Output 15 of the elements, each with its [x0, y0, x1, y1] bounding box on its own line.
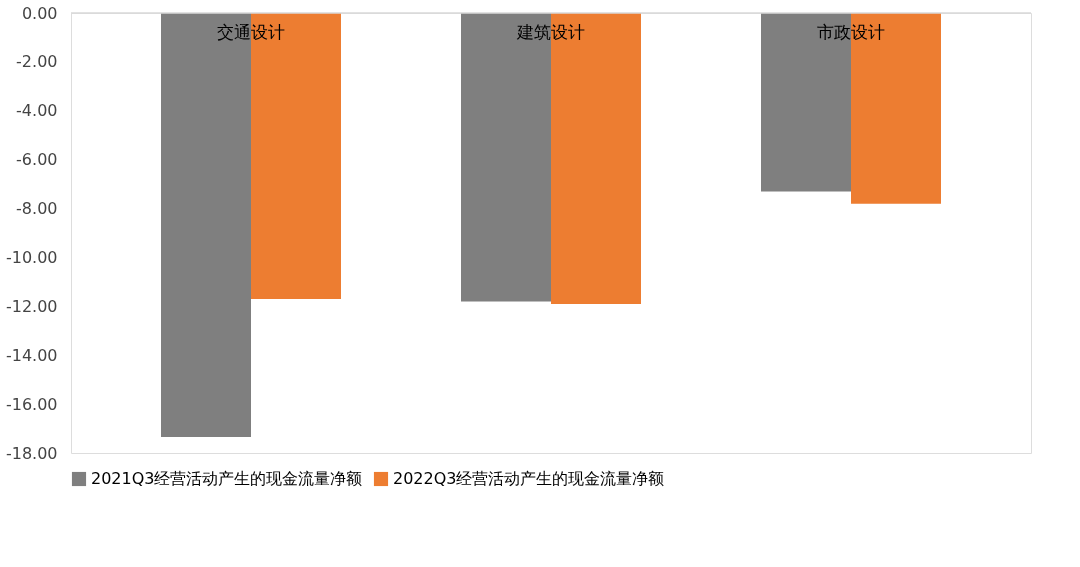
y-tick-label: -8.00 — [16, 199, 58, 219]
legend-label: 2022Q3经营活动产生的现金流量净额 — [393, 469, 665, 488]
x-tick-label: 建筑设计 — [516, 22, 585, 42]
y-tick-label: -2.00 — [16, 52, 58, 72]
y-tick-label: 0.00 — [21, 3, 58, 23]
x-tick-label: 交通设计 — [217, 22, 285, 42]
y-tick-label: -6.00 — [16, 150, 58, 170]
y-tick-label: -10.00 — [5, 247, 58, 267]
y-tick-label: -18.00 — [5, 443, 58, 463]
y-tick-label: -4.00 — [16, 101, 58, 121]
y-tick-label: -12.00 — [5, 296, 58, 316]
y-tick-label: -14.00 — [5, 345, 58, 365]
y-tick-label: -16.00 — [5, 394, 58, 414]
legend-label: 2021Q3经营活动产生的现金流量净额 — [91, 469, 363, 488]
x-tick-label: 市政设计 — [817, 22, 885, 42]
